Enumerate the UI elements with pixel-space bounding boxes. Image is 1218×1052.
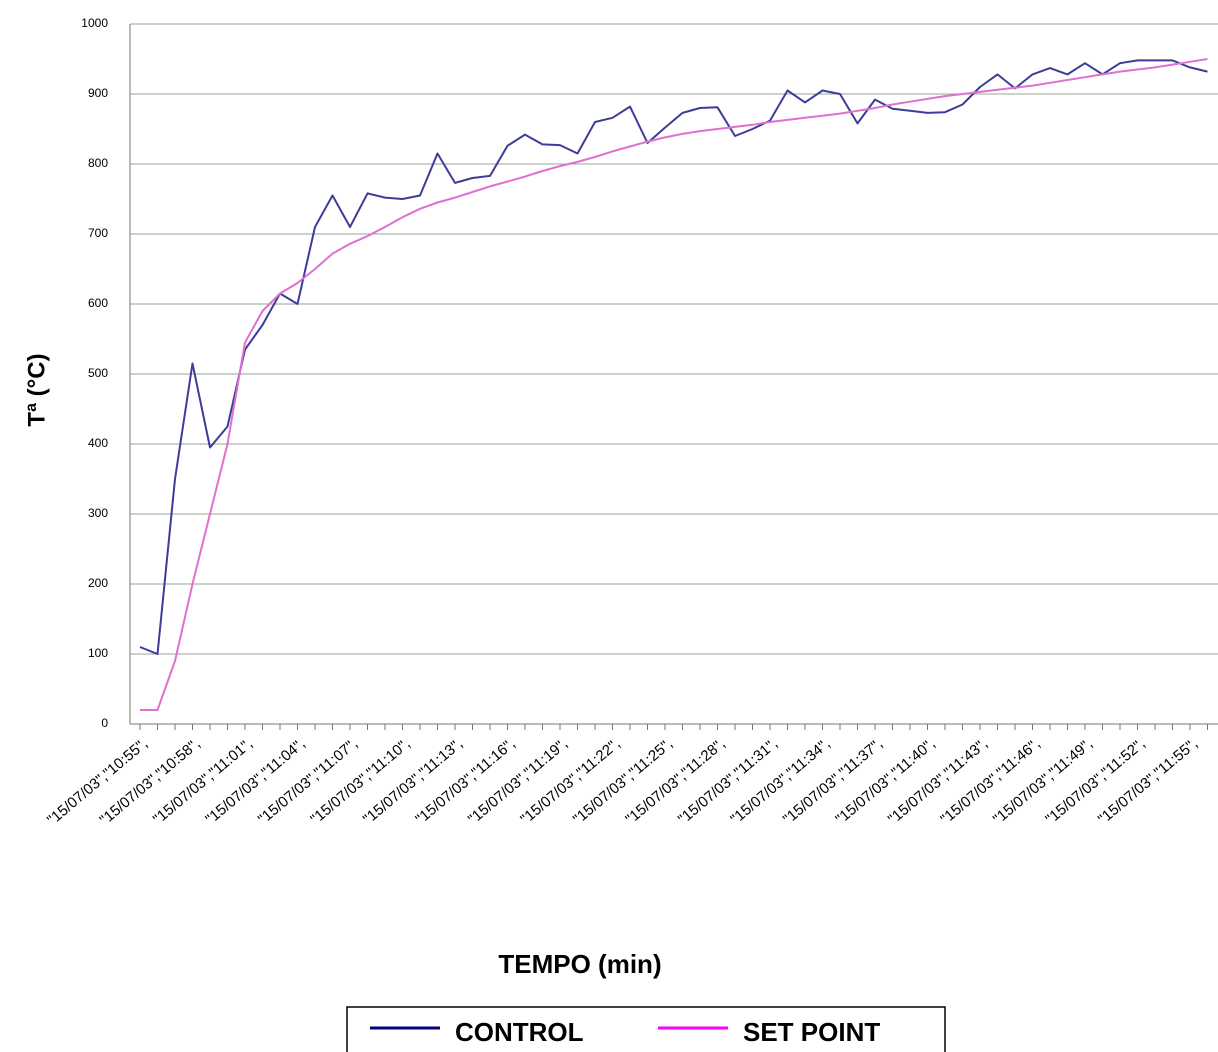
y-tick-label: 600 xyxy=(88,296,108,310)
y-tick-label: 500 xyxy=(88,366,108,380)
y-tick-label: 300 xyxy=(88,506,108,520)
y-tick-label: 900 xyxy=(88,86,108,100)
x-tick-label: "15/07/03","11:55", xyxy=(1095,735,1201,828)
y-tick-label: 0 xyxy=(101,716,108,730)
x-axis-title: TEMPO (min) xyxy=(498,949,661,979)
y-tick-label: 700 xyxy=(88,226,108,240)
y-tick-label: 100 xyxy=(88,646,108,660)
legend-label: SET POINT xyxy=(743,1017,880,1047)
legend-box xyxy=(346,1006,946,1052)
y-axis-title: Tª (°C) xyxy=(23,353,50,426)
data-line xyxy=(140,58,1208,711)
y-tick-label: 400 xyxy=(88,436,108,450)
y-tick-label: 200 xyxy=(88,576,108,590)
legend-label: CONTROL xyxy=(455,1017,584,1047)
y-tick-label: 1000 xyxy=(81,16,108,30)
data-line xyxy=(139,59,1208,655)
y-tick-label: 800 xyxy=(88,156,108,170)
